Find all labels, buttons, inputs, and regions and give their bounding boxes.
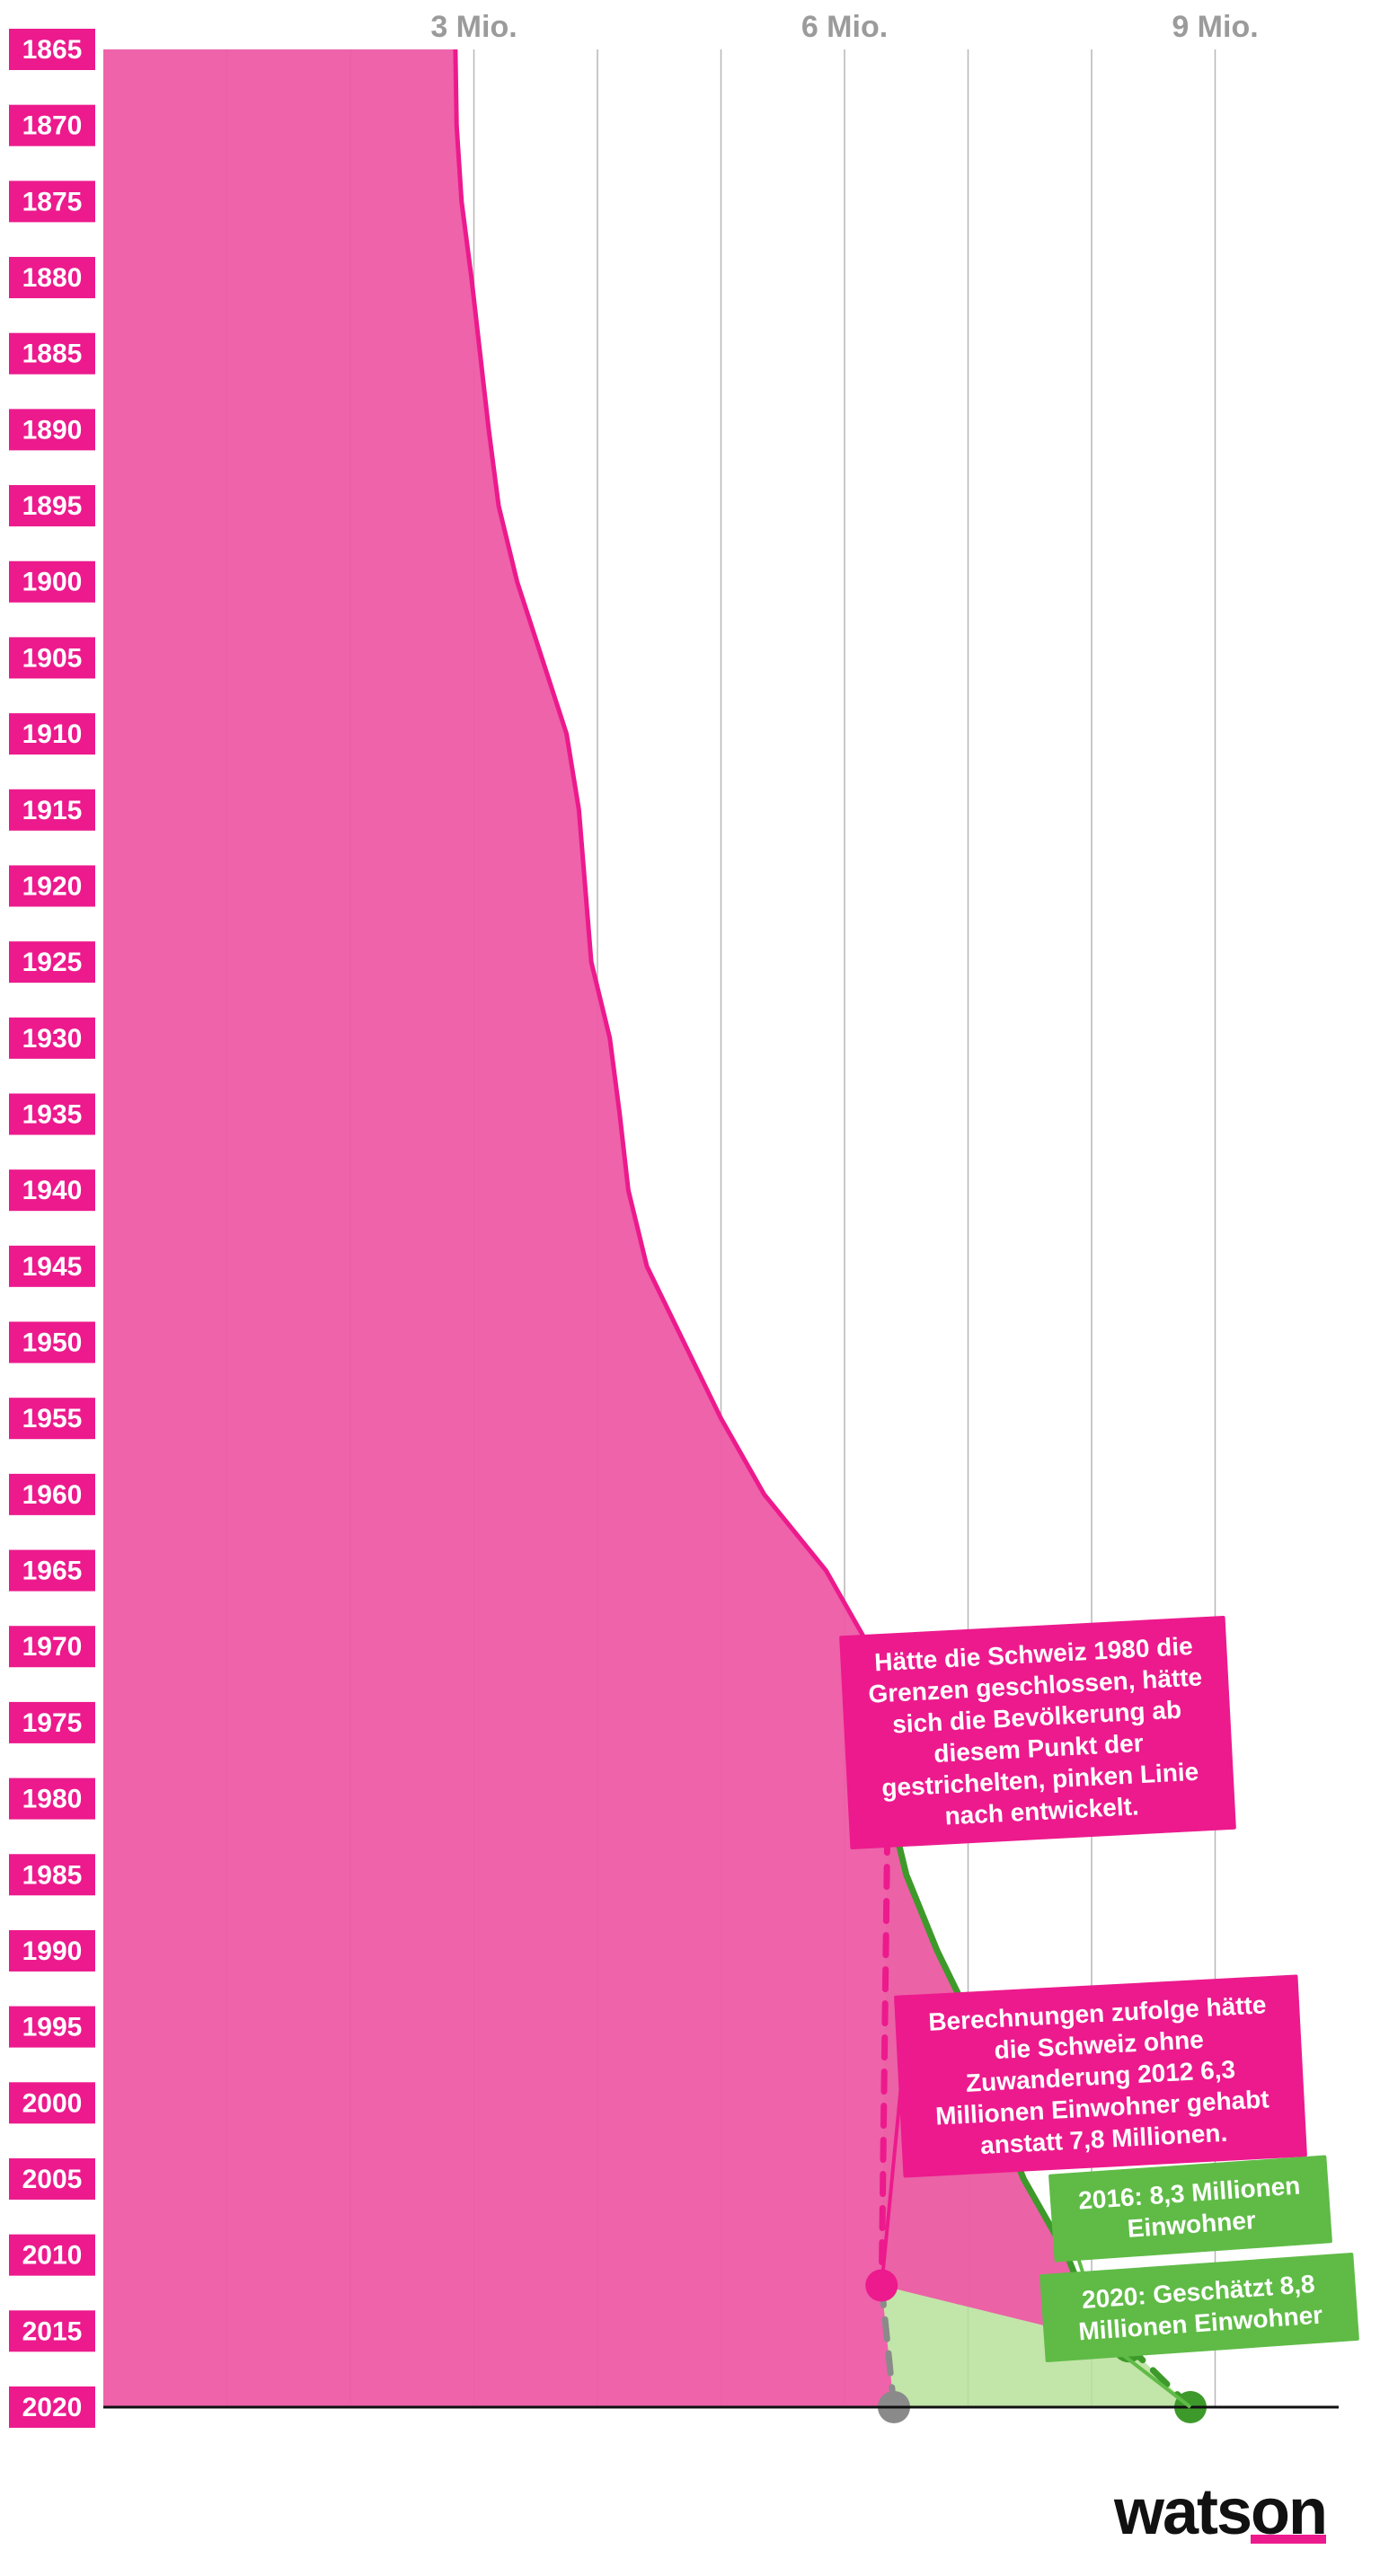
svg-text:1890: 1890 bbox=[22, 415, 83, 445]
svg-text:1940: 1940 bbox=[22, 1176, 83, 1205]
svg-text:1955: 1955 bbox=[22, 1404, 83, 1434]
svg-text:1905: 1905 bbox=[22, 643, 83, 673]
svg-text:1920: 1920 bbox=[22, 871, 83, 901]
svg-text:1970: 1970 bbox=[22, 1632, 83, 1662]
annotation-a2: Berechnungen zufolge hätte die Schweiz o… bbox=[894, 1974, 1307, 2177]
svg-text:1865: 1865 bbox=[22, 35, 83, 65]
svg-text:1975: 1975 bbox=[22, 1708, 83, 1738]
svg-text:1965: 1965 bbox=[22, 1557, 83, 1586]
svg-text:2000: 2000 bbox=[22, 2088, 83, 2118]
svg-text:9 Mio.: 9 Mio. bbox=[1172, 10, 1258, 44]
svg-text:1980: 1980 bbox=[22, 1785, 83, 1814]
svg-text:1930: 1930 bbox=[22, 1024, 83, 1054]
chart-container: 3 Mio. 6 Mio. 9 Mio. 1865 1870 1875 1880 1885 18… bbox=[0, 0, 1380, 2576]
annotation-a1: Hätte die Schweiz 1980 die Grenzen gesch… bbox=[839, 1616, 1236, 1849]
watson-logo: watson bbox=[1114, 2475, 1326, 2549]
svg-text:1875: 1875 bbox=[22, 187, 83, 216]
svg-text:1880: 1880 bbox=[22, 263, 83, 293]
svg-text:1900: 1900 bbox=[22, 568, 83, 597]
svg-text:1895: 1895 bbox=[22, 491, 83, 521]
svg-text:2020: 2020 bbox=[22, 2393, 83, 2422]
svg-text:6 Mio.: 6 Mio. bbox=[801, 10, 888, 44]
svg-text:1870: 1870 bbox=[22, 111, 83, 141]
svg-text:1950: 1950 bbox=[22, 1328, 83, 1358]
svg-text:1995: 1995 bbox=[22, 2013, 83, 2042]
svg-text:1935: 1935 bbox=[22, 1099, 83, 1129]
svg-text:1885: 1885 bbox=[22, 340, 83, 369]
svg-text:1915: 1915 bbox=[22, 796, 83, 825]
svg-text:1910: 1910 bbox=[22, 719, 83, 749]
svg-text:2005: 2005 bbox=[22, 2165, 83, 2194]
svg-text:2010: 2010 bbox=[22, 2241, 83, 2271]
svg-text:2015: 2015 bbox=[22, 2316, 83, 2346]
svg-text:1925: 1925 bbox=[22, 948, 83, 977]
svg-text:1985: 1985 bbox=[22, 1860, 83, 1890]
svg-text:1945: 1945 bbox=[22, 1252, 83, 1282]
svg-text:3 Mio.: 3 Mio. bbox=[430, 10, 517, 44]
svg-text:1960: 1960 bbox=[22, 1480, 83, 1510]
svg-text:1990: 1990 bbox=[22, 1936, 83, 1966]
